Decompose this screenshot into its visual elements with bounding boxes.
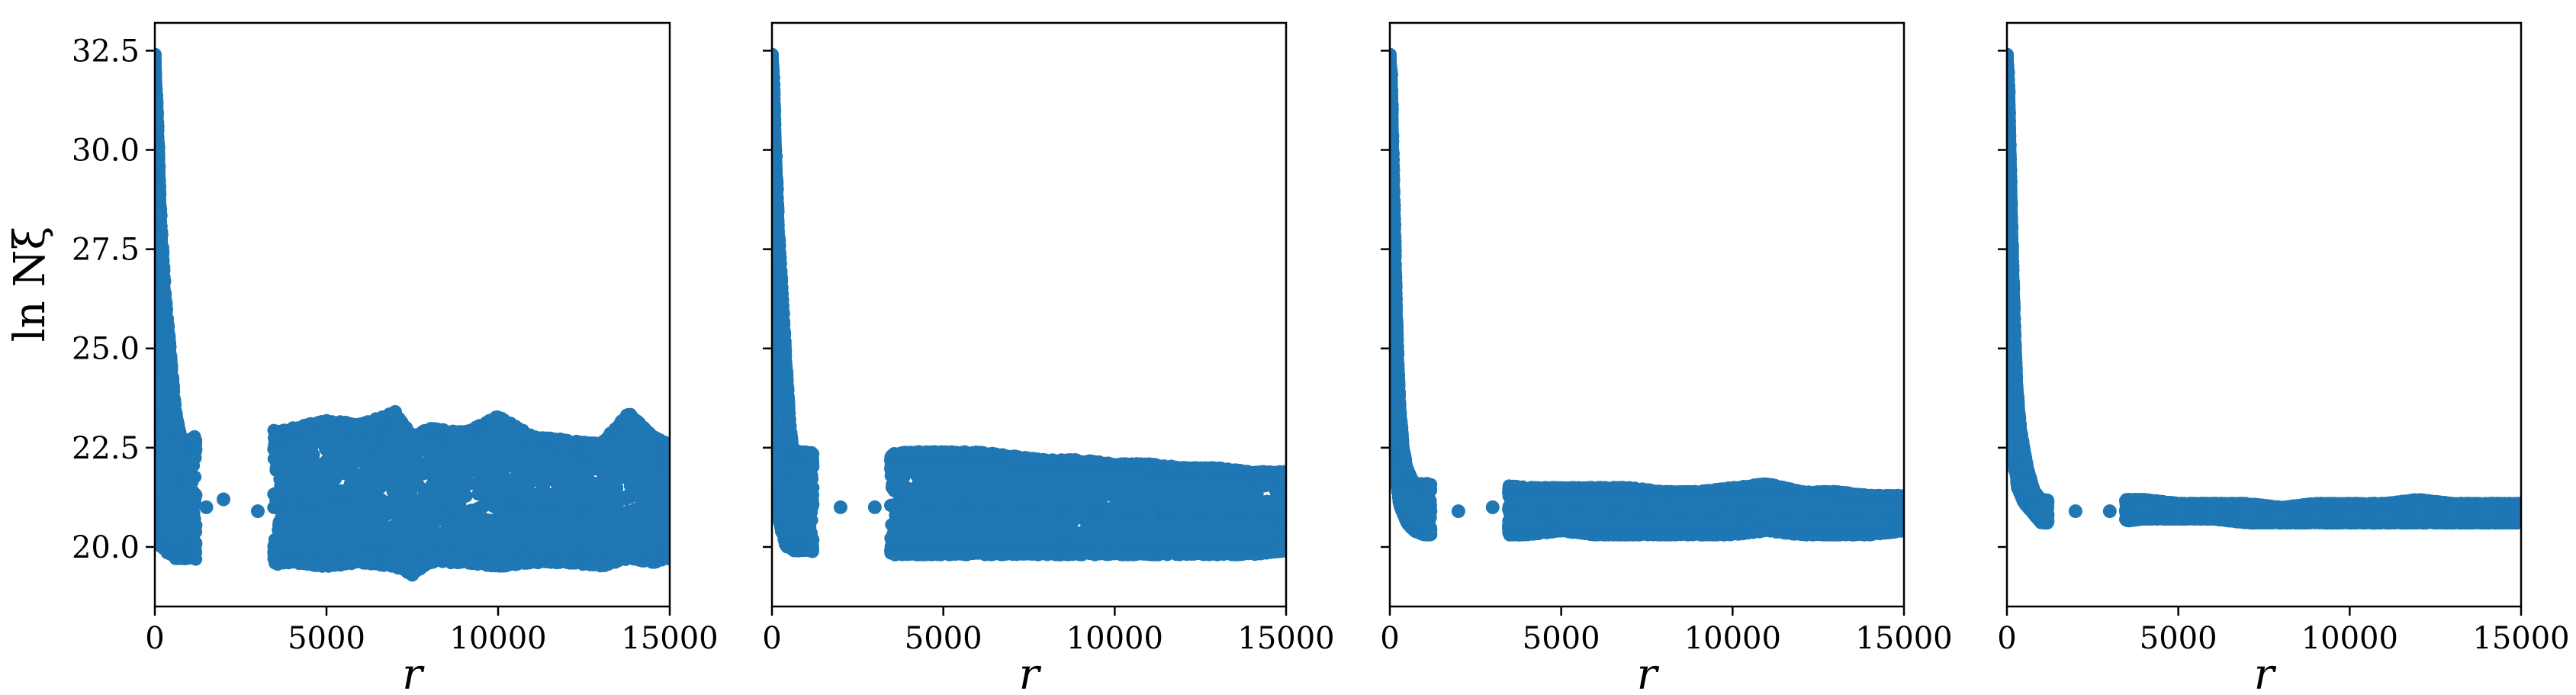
data-point bbox=[189, 536, 202, 549]
data-point bbox=[189, 553, 202, 566]
data-point bbox=[152, 121, 165, 134]
data-point bbox=[189, 443, 202, 456]
data-point bbox=[158, 275, 171, 288]
panel-1: 0 5000 10000 1500020.022.525.027.530.032.5r… bbox=[5, 23, 719, 695]
series-markers bbox=[148, 48, 677, 582]
data-point bbox=[156, 228, 169, 241]
data-point bbox=[189, 519, 202, 532]
